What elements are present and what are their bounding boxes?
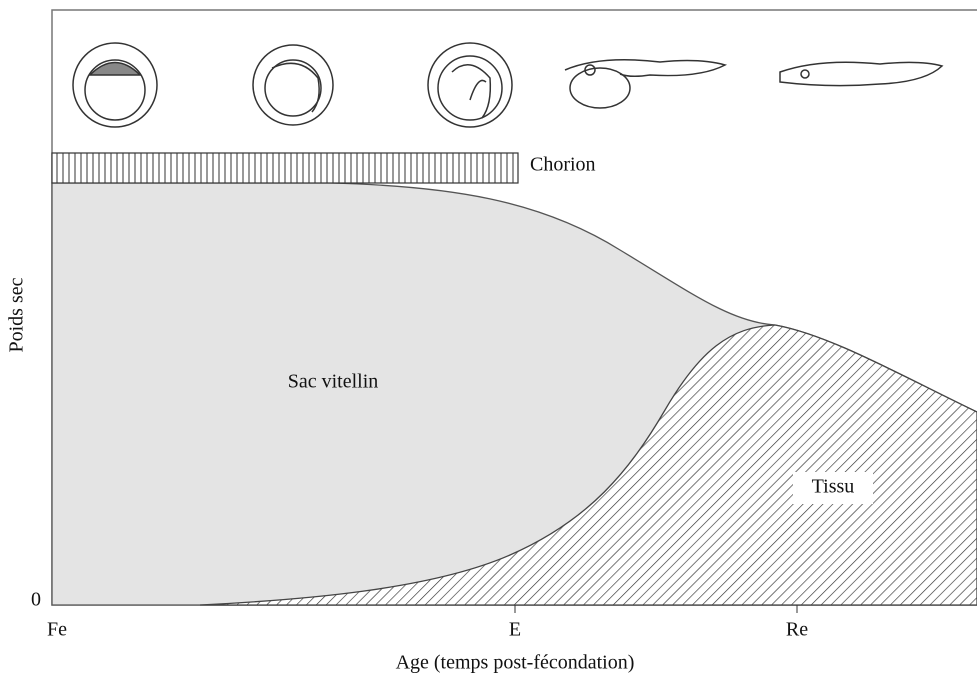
- x-tick-label: E: [509, 619, 521, 641]
- x-axis-label: Age (temps post-fécondation): [396, 652, 635, 674]
- x-tick-label: Re: [786, 619, 808, 641]
- x-tick-label: Fe: [47, 619, 67, 641]
- y-axis-label: Poids sec: [6, 277, 28, 352]
- y-origin-label: 0: [31, 589, 41, 611]
- chorion-bar: [52, 153, 518, 183]
- chorion-label: Chorion: [530, 154, 596, 176]
- tissue-label: Tissu: [812, 476, 855, 498]
- diagram: Chorion Sac vitellin Tissu 0 Poids sec F…: [0, 0, 977, 685]
- yolk-label: Sac vitellin: [288, 371, 379, 393]
